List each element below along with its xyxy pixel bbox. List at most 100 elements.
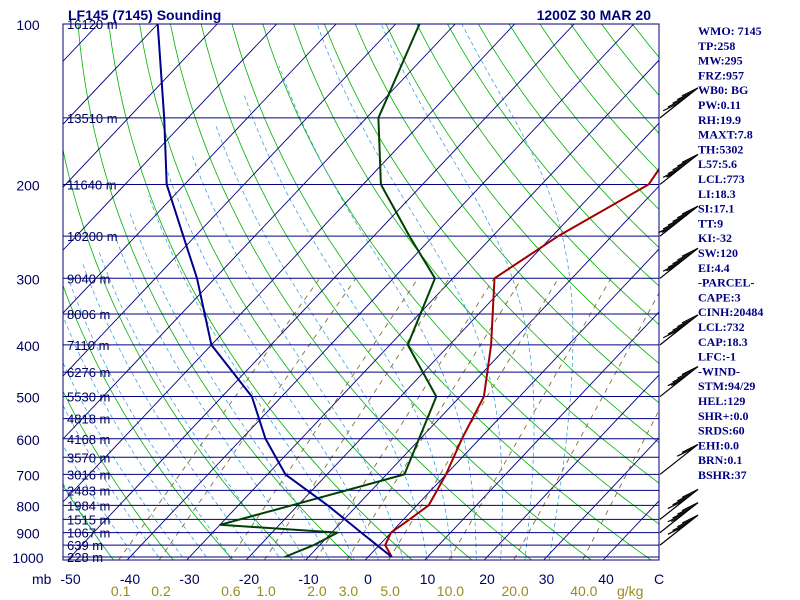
wind-barb: [659, 87, 699, 119]
moist-adiabat: [167, 172, 379, 560]
dry-adiabat: [385, 24, 659, 365]
temperature-tick-label: 0: [364, 571, 372, 587]
temperature-tick-label: -20: [239, 571, 259, 587]
dry-adiabat: [63, 148, 294, 560]
isotherm: [424, 311, 659, 560]
wind-barb-half-flag: [670, 380, 680, 386]
sounding-index: LCL:732: [698, 320, 745, 334]
moist-adiabat: [81, 262, 258, 560]
wind-barb: [659, 488, 699, 520]
pressure-label: 700: [16, 467, 40, 483]
chart-title: LF145 (7145) Sounding: [68, 7, 221, 23]
mixing-ratio-label: 0.2: [151, 583, 171, 599]
isotherm: [63, 24, 159, 125]
pressure-label: 400: [16, 338, 40, 354]
temperature-tick-label: 20: [479, 571, 495, 587]
mixing-ratio-line: [228, 278, 419, 560]
mixing-ratio-line: [158, 278, 357, 560]
wind-barb-flag: [681, 87, 699, 97]
mixing-ratio-line: [388, 278, 559, 560]
sounding-index: SHR+:0.0: [698, 409, 749, 423]
isotherm: [63, 24, 456, 440]
mixing-ratio-label: 10.0: [437, 583, 464, 599]
wind-barb-flag: [667, 165, 685, 175]
dry-adiabat: [63, 390, 174, 560]
sounding-index: TH:5302: [698, 142, 743, 156]
height-label: 16120 m: [67, 17, 118, 32]
y-axis-unit: mb: [32, 571, 52, 587]
wind-barb-flag: [677, 318, 694, 328]
wind-barb-flag: [677, 518, 694, 528]
dry-adiabat: [354, 24, 659, 404]
wind-barb-flag: [672, 509, 689, 519]
wind-barb-flag: [667, 325, 685, 335]
wind-barb-flag: [677, 492, 694, 502]
height-label: 11640 m: [67, 177, 117, 192]
sounding-index: STM:94/29: [698, 379, 755, 393]
pressure-label: 100: [16, 17, 40, 33]
sounding-index: SI:17.1: [698, 202, 734, 216]
height-label: 8006 m: [67, 307, 110, 322]
wind-barb-flag: [672, 213, 689, 223]
temperature-tick-label: 10: [420, 571, 436, 587]
isotherm: [63, 24, 397, 377]
wind-barb-flag: [662, 102, 680, 112]
dry-adiabat: [416, 24, 659, 326]
sounding-index: LCL:773: [698, 172, 745, 186]
mixing-ratio-label: 20.0: [501, 583, 528, 599]
wind-barb-flag: [681, 514, 699, 524]
sounding-index: CAP:18.3: [698, 335, 748, 349]
wind-barb: [659, 247, 699, 279]
height-label: 1515 m: [67, 512, 110, 527]
wind-barb-flag: [672, 373, 689, 383]
wind-barb: [659, 366, 699, 398]
wind-barb-half-flag: [661, 227, 671, 233]
mixing-ratio-line: [263, 278, 450, 560]
wind-barb-flag: [667, 513, 685, 523]
dry-adiabat: [63, 284, 234, 560]
pressure-label: 600: [16, 432, 40, 448]
moist-adiabat: [63, 404, 162, 560]
sounding-index: WMO: 7145: [698, 24, 762, 38]
moist-adiabat: [278, 66, 477, 560]
isotherm: [543, 437, 659, 560]
mixing-ratio-label: 0.1: [111, 583, 131, 599]
isotherm: [63, 24, 218, 188]
wind-barb-flag: [672, 496, 689, 506]
mixing-ratio-label: 3.0: [339, 583, 359, 599]
wind-barb-flag: [677, 91, 694, 101]
sounding-index: HEL:129: [698, 394, 745, 408]
sounding-index: LI:18.3: [698, 187, 736, 201]
dry-adiabat: [170, 24, 533, 560]
isotherm: [305, 185, 659, 560]
height-label: 639 m: [67, 538, 103, 553]
sounding-index: KI:-32: [698, 231, 732, 245]
wind-barb-flag: [667, 258, 685, 268]
mixing-ratio-line: [314, 278, 495, 560]
mixing-ratio-label: 0.6: [221, 583, 241, 599]
height-label: 228 m: [67, 550, 103, 565]
isotherm: [63, 24, 337, 314]
wind-barb-flag: [662, 262, 680, 272]
wind-barb-flag: [677, 251, 694, 261]
temperature-tick-label: -50: [60, 571, 80, 587]
sounding-index: CAPE:3: [698, 290, 741, 304]
dry-adiabat: [108, 24, 413, 560]
sounding-index: EI:4.4: [698, 261, 730, 275]
height-label: 4168 m: [67, 432, 110, 447]
pressure-label: 300: [16, 271, 40, 287]
wind-barb-flag: [677, 369, 694, 379]
moist-adiabat: [67, 278, 234, 560]
wind-barb-flag: [667, 499, 685, 510]
wind-barb-half-flag: [670, 516, 680, 523]
moist-adiabat: [97, 249, 282, 560]
wind-barb-flag: [677, 209, 694, 219]
sounding-index: L57:5.6: [698, 157, 737, 171]
isotherm: [126, 24, 635, 560]
wind-barb-flag: [672, 321, 689, 331]
grid-lines: [63, 24, 659, 560]
height-label: 13510 m: [67, 111, 118, 126]
